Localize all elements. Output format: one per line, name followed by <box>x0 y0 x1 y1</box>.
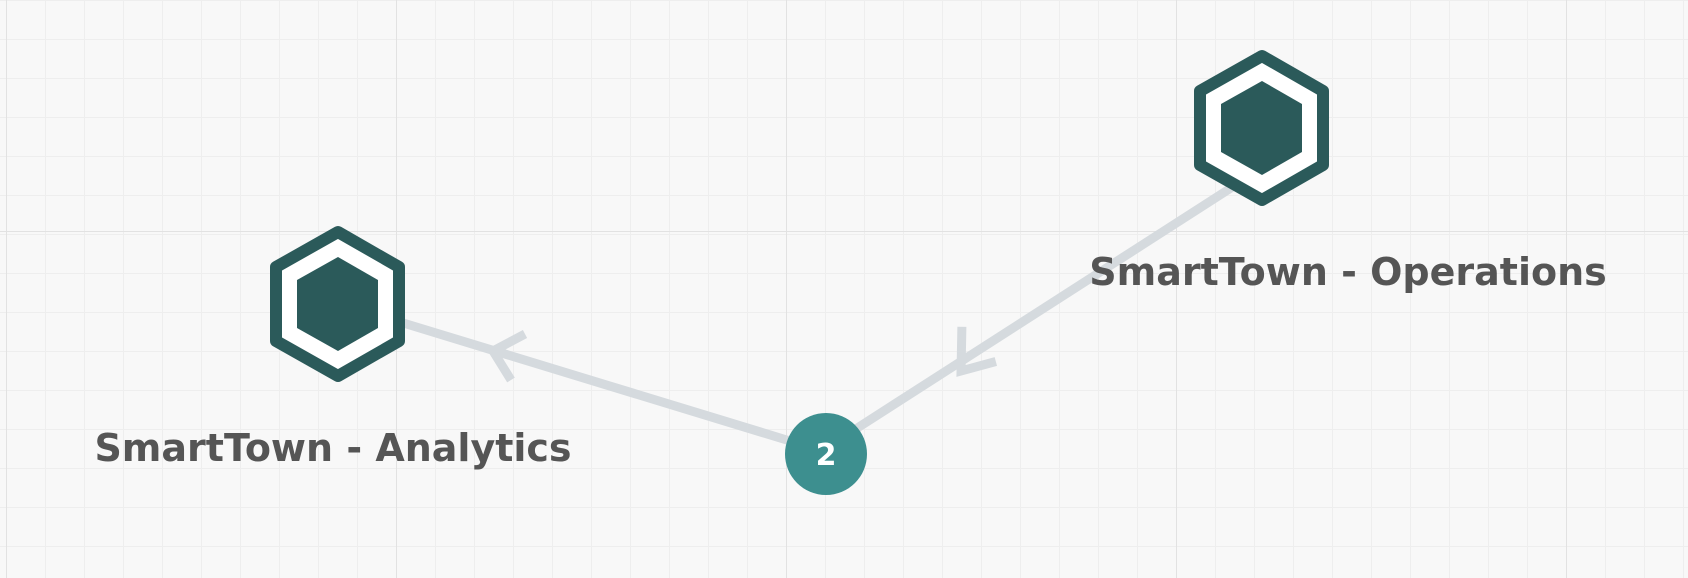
hexagon-node-icon <box>1194 50 1329 206</box>
connector-count-label: 2 <box>816 438 837 473</box>
node-label: SmartTown - Analytics <box>94 426 571 470</box>
hexagon-node-icon <box>270 226 405 382</box>
node-analytics[interactable]: SmartTown - Analytics <box>94 226 572 470</box>
edge-arrow-icon <box>956 326 998 377</box>
edge-junction-to-analytics[interactable] <box>398 317 792 446</box>
node-operations[interactable]: SmartTown - Operations <box>1089 50 1607 294</box>
edge-arrow-icon <box>486 330 528 383</box>
edge-operations-to-junction[interactable] <box>845 164 1265 438</box>
connector-count-badge[interactable]: 2 <box>785 413 867 495</box>
node-label: SmartTown - Operations <box>1089 250 1607 294</box>
